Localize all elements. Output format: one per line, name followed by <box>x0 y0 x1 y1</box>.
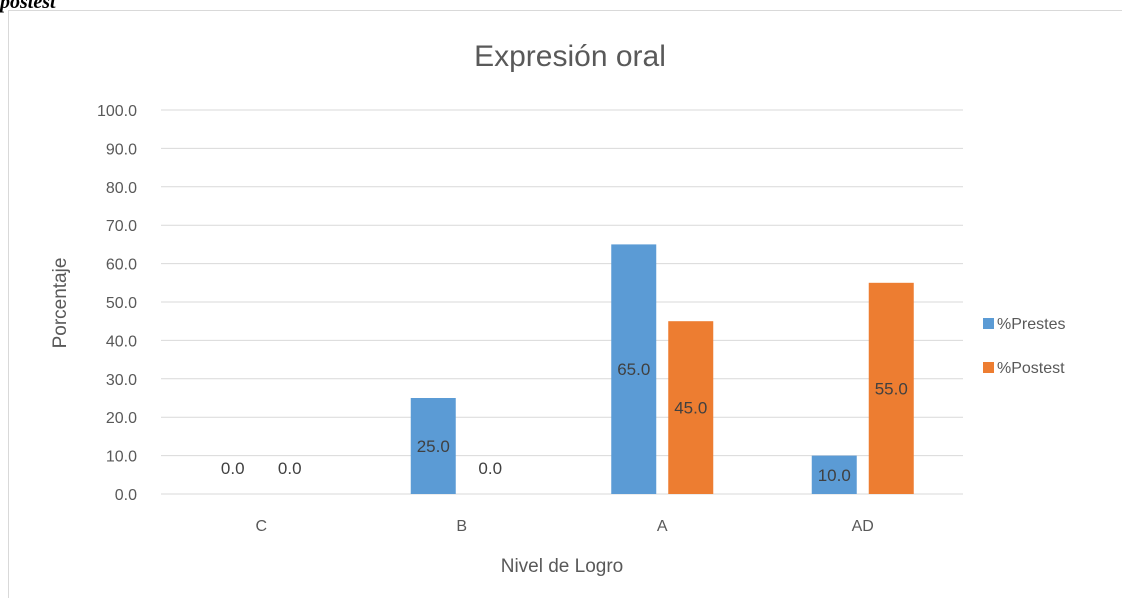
bar-postest-ad <box>868 282 914 494</box>
x-tick-label: B <box>456 518 467 535</box>
y-tick-label: 70.0 <box>106 218 137 235</box>
data-label: 25.0 <box>417 437 450 456</box>
data-label: 0.0 <box>278 459 302 478</box>
y-tick-label: 50.0 <box>106 295 137 312</box>
x-tick-label: C <box>255 518 267 535</box>
data-label: 0.0 <box>221 459 245 478</box>
figure-caption: postest <box>0 0 56 13</box>
data-label: 0.0 <box>478 459 502 478</box>
chart-title: Expresión oral <box>474 40 666 73</box>
x-axis-title: Nivel de Logro <box>501 556 624 577</box>
legend-label: %Postest <box>997 360 1065 377</box>
legend: %Prestes %Postest <box>983 316 1065 377</box>
y-tick-label: 80.0 <box>106 180 137 197</box>
data-label: 55.0 <box>875 379 908 398</box>
y-tick-label: 60.0 <box>106 257 137 274</box>
y-axis-title: Porcentaje <box>50 258 71 349</box>
y-tick-label: 30.0 <box>106 372 137 389</box>
y-tick-label: 100.0 <box>97 103 137 120</box>
gridlines <box>161 109 963 495</box>
bar-prestes-a <box>611 244 657 494</box>
x-axis-ticks: C B A AD <box>255 518 873 535</box>
bar-prestes-b <box>410 398 456 494</box>
y-axis-ticks: 0.0 10.0 20.0 30.0 40.0 50.0 60.0 70.0 80.0 90.0 1… <box>97 103 137 504</box>
x-tick-label: A <box>657 518 668 535</box>
legend-swatch <box>983 318 994 329</box>
y-tick-label: 40.0 <box>106 333 137 350</box>
y-tick-label: 20.0 <box>106 410 137 427</box>
y-tick-label: 90.0 <box>106 141 137 158</box>
legend-label: %Prestes <box>997 316 1065 333</box>
data-label: 10.0 <box>818 466 851 485</box>
data-label: 45.0 <box>674 399 707 418</box>
legend-swatch <box>983 362 994 373</box>
y-tick-label: 10.0 <box>106 449 137 466</box>
x-tick-label: AD <box>852 518 874 535</box>
data-label: 65.0 <box>617 360 650 379</box>
chart-frame <box>8 10 1122 598</box>
y-tick-label: 0.0 <box>115 487 137 504</box>
bars <box>410 244 914 494</box>
bar-postest-a <box>668 321 714 494</box>
data-labels: 0.0 0.0 25.0 0.0 65.0 45.0 10.0 55.0 <box>221 360 908 485</box>
bar-prestes-ad <box>811 455 857 494</box>
